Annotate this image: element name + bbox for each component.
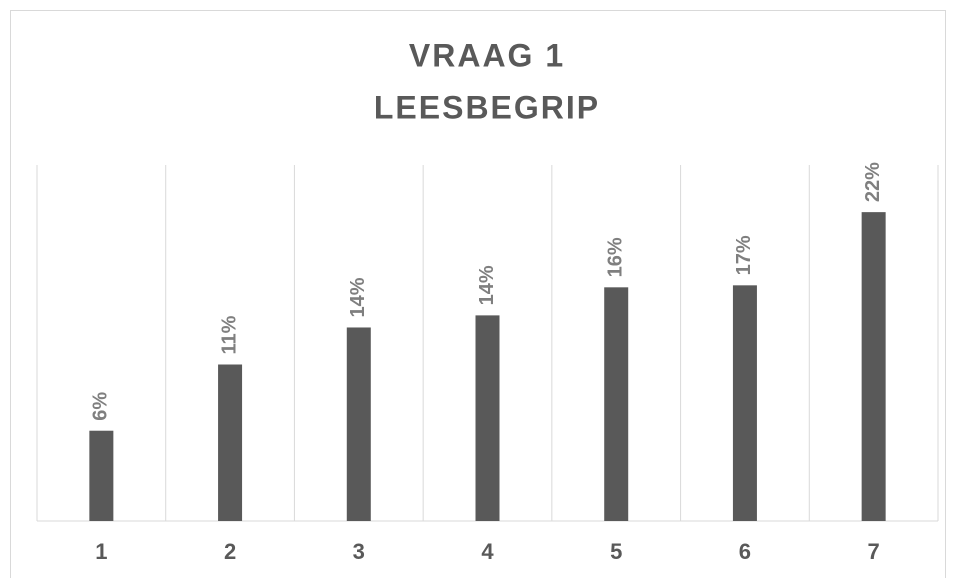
bar <box>475 315 500 521</box>
x-tick-label: 7 <box>868 539 880 564</box>
x-tick-label: 3 <box>353 539 365 564</box>
bar <box>346 327 371 521</box>
bar <box>218 364 243 521</box>
data-label: 17% <box>733 235 755 275</box>
x-tick-label: 1 <box>95 539 107 564</box>
data-label: 6% <box>90 392 112 421</box>
chart-title: VRAAG 1 <box>409 37 565 73</box>
data-label: 22% <box>862 162 884 202</box>
data-label: 14% <box>476 265 498 305</box>
bar <box>732 285 757 521</box>
x-tick-label: 5 <box>610 539 622 564</box>
chart-title: LEESBEGRIP <box>374 89 600 125</box>
x-tick-label: 2 <box>224 539 236 564</box>
x-tick-label: 6 <box>739 539 751 564</box>
data-label: 16% <box>604 237 626 277</box>
bar <box>861 212 886 521</box>
bar <box>604 287 629 521</box>
bar <box>89 430 114 521</box>
data-label: 11% <box>218 315 240 354</box>
data-label: 14% <box>347 277 369 317</box>
x-tick-label: 4 <box>481 539 494 564</box>
